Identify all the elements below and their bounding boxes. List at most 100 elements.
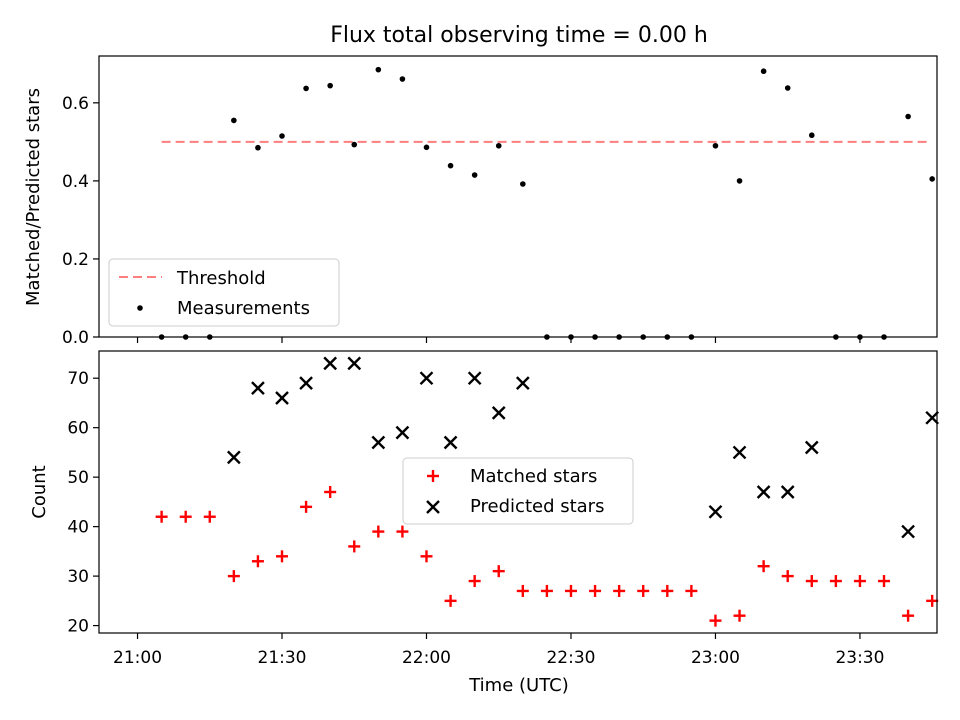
measurement-point xyxy=(495,142,502,149)
matched-star-point xyxy=(251,555,264,568)
matched-star-point xyxy=(805,575,818,588)
top-y-tick-label: 0.6 xyxy=(62,94,89,114)
predicted-star-point xyxy=(467,371,482,386)
measurement-point xyxy=(760,68,767,75)
bottom-axes-frame xyxy=(98,350,938,634)
x-tick-label: 21:00 xyxy=(113,648,162,668)
measurement-point xyxy=(375,66,382,73)
measurement-point xyxy=(447,162,454,169)
matched-star-point xyxy=(564,584,577,597)
matched-star-point xyxy=(444,594,457,607)
predicted-star-point xyxy=(804,440,819,455)
measurement-point xyxy=(471,172,478,178)
matched-star-point xyxy=(878,575,891,588)
measurement-point xyxy=(905,113,911,120)
bottom-y-tick-label: 30 xyxy=(67,567,89,587)
matched-star-point xyxy=(637,584,650,597)
measurement-point xyxy=(303,85,309,92)
top-legend-box xyxy=(108,258,340,327)
chart-title: Flux total observing time = 0.00 h xyxy=(330,23,708,48)
predicted-star-point xyxy=(732,445,747,460)
predicted-star-point xyxy=(925,410,940,425)
legend-matched-label: Matched stars xyxy=(470,466,597,487)
bottom-y-tick-label: 40 xyxy=(67,518,89,538)
bottom-legend: Matched stars Predicted stars xyxy=(402,457,634,525)
matched-star-point xyxy=(853,575,866,588)
legend-threshold-label: Threshold xyxy=(176,268,266,289)
legend-measurements-swatch xyxy=(137,305,143,311)
top-y-axis-label: Matched/Predicted stars xyxy=(23,88,44,306)
legend-matched-swatch xyxy=(427,470,439,482)
top-y-tick-label: 0.4 xyxy=(62,172,89,192)
legend-predicted-label: Predicted stars xyxy=(470,496,604,517)
matched-star-point xyxy=(781,570,794,583)
predicted-star-point xyxy=(443,435,458,450)
matched-star-point xyxy=(492,565,505,578)
predicted-star-point xyxy=(251,381,265,395)
measurement-point xyxy=(808,132,815,139)
matched-star-point xyxy=(276,550,289,563)
x-tick-label: 21:30 xyxy=(258,648,307,668)
predicted-star-point xyxy=(275,391,289,405)
measurement-point xyxy=(279,133,285,139)
matched-star-point xyxy=(757,560,770,573)
measurement-point xyxy=(784,85,791,91)
predicted-star-point xyxy=(901,524,915,539)
measurement-point xyxy=(712,142,719,149)
predicted-star-point xyxy=(227,450,241,465)
predicted-star-point xyxy=(515,376,530,391)
measurement-point xyxy=(255,144,261,151)
matched-star-point xyxy=(348,540,361,553)
matched-star-point xyxy=(613,584,626,597)
predicted-star-point xyxy=(299,376,313,391)
matched-star-point xyxy=(926,594,939,607)
matched-star-point xyxy=(300,500,313,513)
top-legend: Threshold Measurements xyxy=(108,258,340,327)
predicted-star-point xyxy=(395,425,410,440)
matched-star-point xyxy=(203,510,216,523)
matched-star-point xyxy=(155,510,168,523)
top-y-tick-label: 0.2 xyxy=(62,250,89,270)
matched-star-point xyxy=(179,510,192,523)
bottom-legend-box xyxy=(402,457,634,525)
x-axis-label: Time (UTC) xyxy=(468,675,569,696)
predicted-star-point xyxy=(491,405,506,420)
predicted-star-point xyxy=(371,435,386,450)
x-tick-label: 22:30 xyxy=(546,648,595,668)
x-tick-label: 22:00 xyxy=(402,648,451,668)
matched-star-point xyxy=(589,584,602,597)
predicted-star-point xyxy=(756,485,771,499)
bottom-axis-ticks: 20 30 40 50 60 70 21:00 21:30 22:00 22:30 23:00 23:… xyxy=(67,369,884,668)
measurement-point xyxy=(736,178,743,184)
bottom-y-tick-label: 20 xyxy=(67,617,89,637)
measurement-point xyxy=(520,181,526,187)
matched-star-point xyxy=(324,486,337,498)
matched-star-point xyxy=(902,609,915,622)
matched-star-point xyxy=(540,584,553,597)
matched-star-point xyxy=(396,525,409,538)
predicted-star-point xyxy=(323,356,338,371)
measurement-point xyxy=(327,82,333,89)
legend-measurements-label: Measurements xyxy=(177,298,310,319)
predicted-star-point xyxy=(347,356,362,371)
matched-star-point xyxy=(661,584,674,597)
matched-star-point xyxy=(709,614,722,627)
ratio-panel: Matched/Predicted stars 0.0 0.2 0.4 0.6 Thr… xyxy=(23,55,938,348)
matched-star-point xyxy=(516,584,529,597)
measurement-point xyxy=(351,141,358,148)
matched-star-point xyxy=(733,609,746,622)
measurement-point xyxy=(231,117,237,124)
x-tick-label: 23:30 xyxy=(835,648,884,668)
count-points xyxy=(155,356,940,627)
measurement-point xyxy=(399,76,406,82)
top-y-tick-label: 0.0 xyxy=(62,328,89,348)
bottom-y-tick-label: 70 xyxy=(67,369,89,389)
bottom-y-tick-label: 60 xyxy=(67,419,89,439)
matched-star-point xyxy=(468,575,481,588)
x-tick-label: 23:00 xyxy=(691,648,740,668)
bottom-y-tick-label: 50 xyxy=(67,468,89,488)
matched-star-point xyxy=(685,584,698,597)
measurement-point xyxy=(423,144,430,151)
